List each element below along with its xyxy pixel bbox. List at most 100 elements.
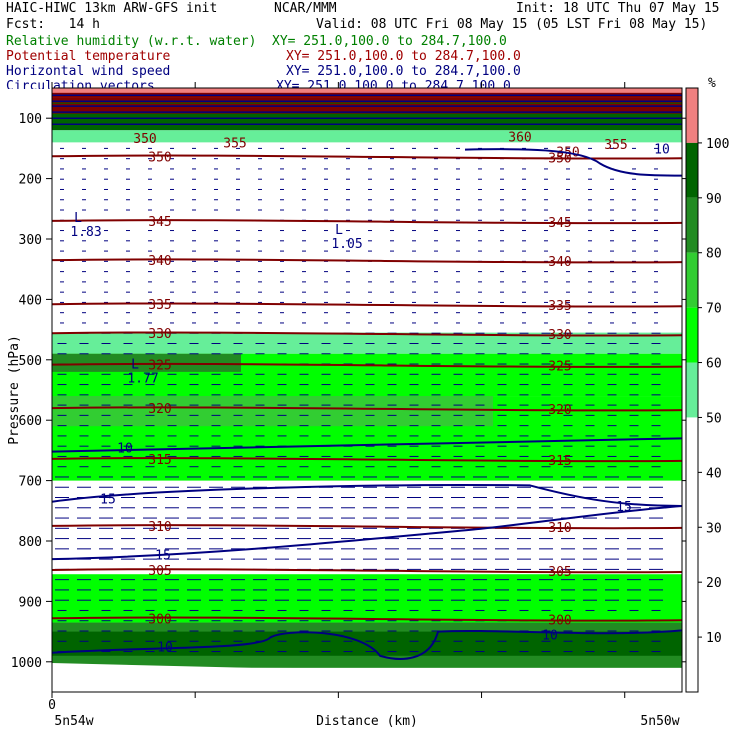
x-end-label-right: 5n50w <box>640 714 679 729</box>
field-xy-theta: XY= 251.0,100.0 to 284.7,100.0 <box>286 49 521 64</box>
y-tick-label: 400 <box>19 293 42 308</box>
field-name-rh: Relative humidity (w.r.t. water) <box>6 34 257 49</box>
theta-contour-label: 300 <box>148 612 171 627</box>
theta-contour-label: 335 <box>548 299 571 314</box>
wind-speed-label: 15 <box>155 548 171 563</box>
low-marker: L <box>131 358 139 373</box>
wind-speed-label: 15 <box>616 500 632 515</box>
colorbar-tick-label: 40 <box>706 466 722 481</box>
colorbar-swatch <box>686 142 698 198</box>
colorbar-swatch <box>686 307 698 363</box>
model-title: HAIC-HIWC 13km ARW-GFS init <box>6 1 218 16</box>
colorbar-tick-label: 90 <box>706 192 722 207</box>
upper-theta-label: 355 <box>604 138 627 153</box>
y-tick-label: 700 <box>19 475 42 490</box>
theta-contour <box>51 568 683 574</box>
colorbar-tick-label: 100 <box>706 137 729 152</box>
plot-frame <box>51 87 683 693</box>
y-tick-label: 900 <box>19 595 42 610</box>
colorbar-tick-label: 70 <box>706 302 722 317</box>
colorbar-tick-label: 10 <box>706 631 722 646</box>
theta-contour-label: 350 <box>548 151 571 166</box>
valid-time: Valid: 08 UTC Fri 08 May 15 (05 LST Fri … <box>316 17 708 32</box>
wind-speed-label: 10 <box>117 441 133 456</box>
forecast-hour: Fcst: 14 h <box>6 17 100 32</box>
wind-speed-label: 15 <box>100 493 116 508</box>
y-tick-label: 600 <box>19 414 42 429</box>
y-tick-label: 800 <box>19 535 42 550</box>
theta-contour-label: 345 <box>148 215 171 230</box>
wind-speed-label: 10 <box>157 641 173 656</box>
rh-band <box>52 130 682 143</box>
theta-contour-label: 325 <box>548 360 571 375</box>
theta-contour-label: 335 <box>148 298 171 313</box>
field-name-wind: Horizontal wind speed <box>6 64 171 79</box>
colorbar-frame <box>685 87 699 693</box>
theta-contour-label: 345 <box>548 216 571 231</box>
wind-speed-contour <box>51 504 683 561</box>
theta-contour <box>51 258 683 264</box>
y-tick-label: 200 <box>19 173 42 188</box>
init-time: Init: 18 UTC Thu 07 May 15 <box>516 1 720 16</box>
theta-contour <box>51 616 683 622</box>
colorbar-swatch <box>686 88 698 143</box>
wind-speed-contour <box>51 437 683 453</box>
theta-dense-band <box>52 108 682 114</box>
theta-contour-label: 315 <box>148 453 171 468</box>
low-marker: L <box>74 211 82 226</box>
colorbar-unit: % <box>708 76 716 91</box>
theta-contour-label: 305 <box>148 564 171 579</box>
theta-contour-label: 310 <box>548 521 571 536</box>
theta-contour <box>51 331 683 337</box>
field-xy-circulation: XY= 251.0,100.0 to 284.7,100.0 <box>276 80 511 89</box>
rh-band <box>52 631 682 656</box>
theta-contour-label: 310 <box>148 520 171 535</box>
y-tick-label: 500 <box>19 354 42 369</box>
colorbar-swatch <box>686 417 698 692</box>
low-marker: L <box>335 223 343 238</box>
field-xy-rh: XY= 251.0,100.0 to 284.7,100.0 <box>272 34 507 49</box>
theta-contour <box>51 219 683 225</box>
rh-band <box>52 574 682 623</box>
colorbar-tick-label: 60 <box>706 357 722 372</box>
theta-contour-label: 315 <box>548 454 571 469</box>
wind-speed-contour <box>51 484 683 507</box>
x-axis-label: Distance (km) <box>316 714 418 729</box>
rh-band <box>52 396 493 427</box>
colorbar-swatch <box>686 197 698 253</box>
field-xy-wind: XY= 251.0,100.0 to 284.7,100.0 <box>286 64 521 79</box>
x-tick-label: 0 <box>48 698 56 713</box>
low-value: 1.77 <box>127 372 158 387</box>
colorbar-swatch <box>686 362 698 418</box>
theta-dense-band <box>52 97 682 103</box>
y-tick-label: 100 <box>19 112 42 127</box>
colorbar-tick-label: 30 <box>706 521 722 536</box>
theta-contour-label: 340 <box>148 254 171 269</box>
upper-theta-label: 355 <box>223 136 246 151</box>
theta-contour-label: 300 <box>548 613 571 628</box>
theta-contour-label: 330 <box>148 327 171 342</box>
wind-speed-contour <box>51 629 683 660</box>
x-end-label-left: 5n54w <box>54 714 93 729</box>
theta-contour <box>51 302 683 308</box>
terrain-mask <box>52 663 682 692</box>
y-axis-label: Pressure (hPa) <box>7 335 22 445</box>
colorbar-tick-label: 20 <box>706 576 722 591</box>
y-tick-label: 300 <box>19 233 42 248</box>
theta-contour-label: 325 <box>148 359 171 374</box>
wind-speed-label: 10 <box>654 142 670 157</box>
y-tick-label: 1000 <box>11 656 42 671</box>
theta-contour <box>51 362 683 368</box>
theta-contour-label: 320 <box>548 403 571 418</box>
theta-contour <box>51 457 683 463</box>
theta-contour-label: 340 <box>548 255 571 270</box>
theta-contour <box>51 406 683 412</box>
colorbar-tick-label: 80 <box>706 247 722 262</box>
upper-theta-label: 350 <box>133 132 156 147</box>
upper-theta-label: 360 <box>508 130 531 145</box>
field-name-circulation: Circulation vectors <box>6 80 155 89</box>
low-value: 1.05 <box>331 237 362 252</box>
colorbar-swatch <box>686 252 698 308</box>
rh-band <box>52 353 241 372</box>
